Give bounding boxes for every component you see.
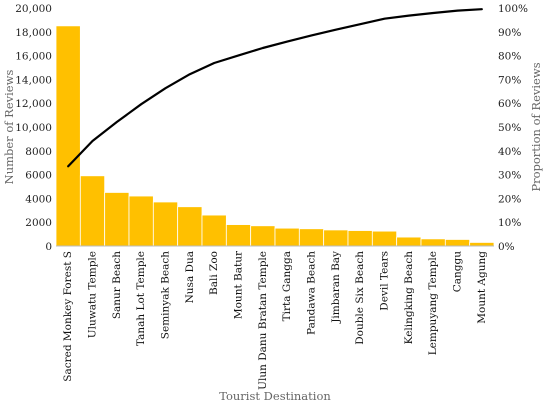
bar-18 — [469, 242, 495, 247]
y-tick-label: 6000 — [25, 170, 52, 182]
bar-7 — [201, 214, 227, 247]
y2-axis-title: Proportion of Reviews — [529, 62, 543, 191]
y2-tick-label: 0% — [498, 241, 515, 253]
bar-3 — [104, 192, 130, 247]
y2-tick-label: 90% — [498, 27, 521, 39]
y-tick-label: 16,000 — [15, 51, 52, 63]
y-tick-label: 12,000 — [15, 98, 52, 110]
x-axis-tick-labels: Sacred Monkey Forest S Uluwatu Temple Sanu… — [62, 250, 488, 390]
bar-17 — [444, 239, 471, 247]
bar-10 — [274, 227, 300, 247]
x-tick-label: Tanah Lot Temple — [135, 251, 147, 346]
y2-tick-label: 40% — [498, 146, 521, 158]
x-tick-label: Mount Agung — [476, 251, 488, 324]
bar-12 — [323, 229, 349, 247]
bar-8 — [225, 224, 252, 247]
y-tick-label: 8000 — [25, 146, 52, 158]
x-tick-label: Sacred Monkey Forest S — [62, 251, 74, 382]
x-tick-label: Devil Tears — [379, 251, 391, 311]
y2-tick-label: 10% — [498, 217, 521, 229]
bar-5 — [152, 201, 179, 247]
x-tick-label: Pandawa Beach — [306, 251, 318, 335]
y2-tick-label: 50% — [498, 122, 521, 134]
x-tick-label: Tirta Gangga — [281, 251, 293, 321]
y-axis-title: Number of Reviews — [2, 70, 16, 185]
cumulative-line — [67, 8, 483, 168]
y-tick-label: 20,000 — [15, 3, 52, 15]
y-tick-label: 10,000 — [15, 122, 52, 134]
x-tick-label: Seminyak Beach — [160, 251, 172, 339]
x-tick-label: Kelingking Beach — [403, 251, 415, 345]
bar-1 — [55, 25, 81, 247]
bar-15 — [396, 236, 422, 247]
bar-16 — [420, 238, 446, 247]
y-tick-label: 14,000 — [15, 74, 52, 86]
y-tick-label: 18,000 — [15, 27, 52, 39]
y2-tick-label: 30% — [498, 170, 521, 182]
x-tick-label: Mount Batur — [233, 250, 245, 319]
y2-tick-label: 80% — [498, 51, 521, 63]
y-tick-label: 2000 — [25, 217, 52, 229]
y2-tick-label: 60% — [498, 98, 521, 110]
bar-4 — [128, 195, 154, 247]
bar-11 — [298, 228, 325, 247]
y2-tick-label: 70% — [498, 74, 521, 86]
bar-2 — [79, 175, 106, 247]
bar-series — [55, 25, 495, 247]
x-tick-label: Lempuyang Temple — [427, 251, 439, 355]
x-tick-label: Sanur Beach — [111, 251, 123, 319]
bar-14 — [371, 230, 398, 247]
y2-axis-ticks: 0% 10% 20% 30% 40% 50% 60% 70% 80% 90% 100% — [498, 3, 528, 253]
bar-9 — [250, 225, 276, 247]
x-tick-label: Double Six Beach — [354, 251, 366, 345]
y-tick-label: 0 — [45, 241, 52, 253]
x-tick-label: Jimbaran Bay — [330, 251, 342, 324]
x-tick-label: Nusa Dua — [184, 251, 196, 303]
y2-tick-label: 100% — [498, 3, 528, 15]
bar-13 — [347, 230, 373, 247]
y-axis-ticks: 0 2000 4000 6000 8000 10,000 12,000 14,000 16,00… — [15, 3, 52, 253]
y2-tick-label: 20% — [498, 193, 521, 205]
bar-6 — [177, 206, 203, 247]
x-tick-label: Ulun Danu Bratan Temple — [257, 251, 269, 390]
y-tick-label: 4000 — [25, 193, 52, 205]
x-tick-label: Uluwatu Temple — [87, 251, 99, 338]
x-tick-label: Bali Zoo — [208, 251, 220, 295]
x-tick-label: Canggu — [452, 251, 464, 292]
x-axis-title: Tourist Destination — [219, 389, 331, 403]
